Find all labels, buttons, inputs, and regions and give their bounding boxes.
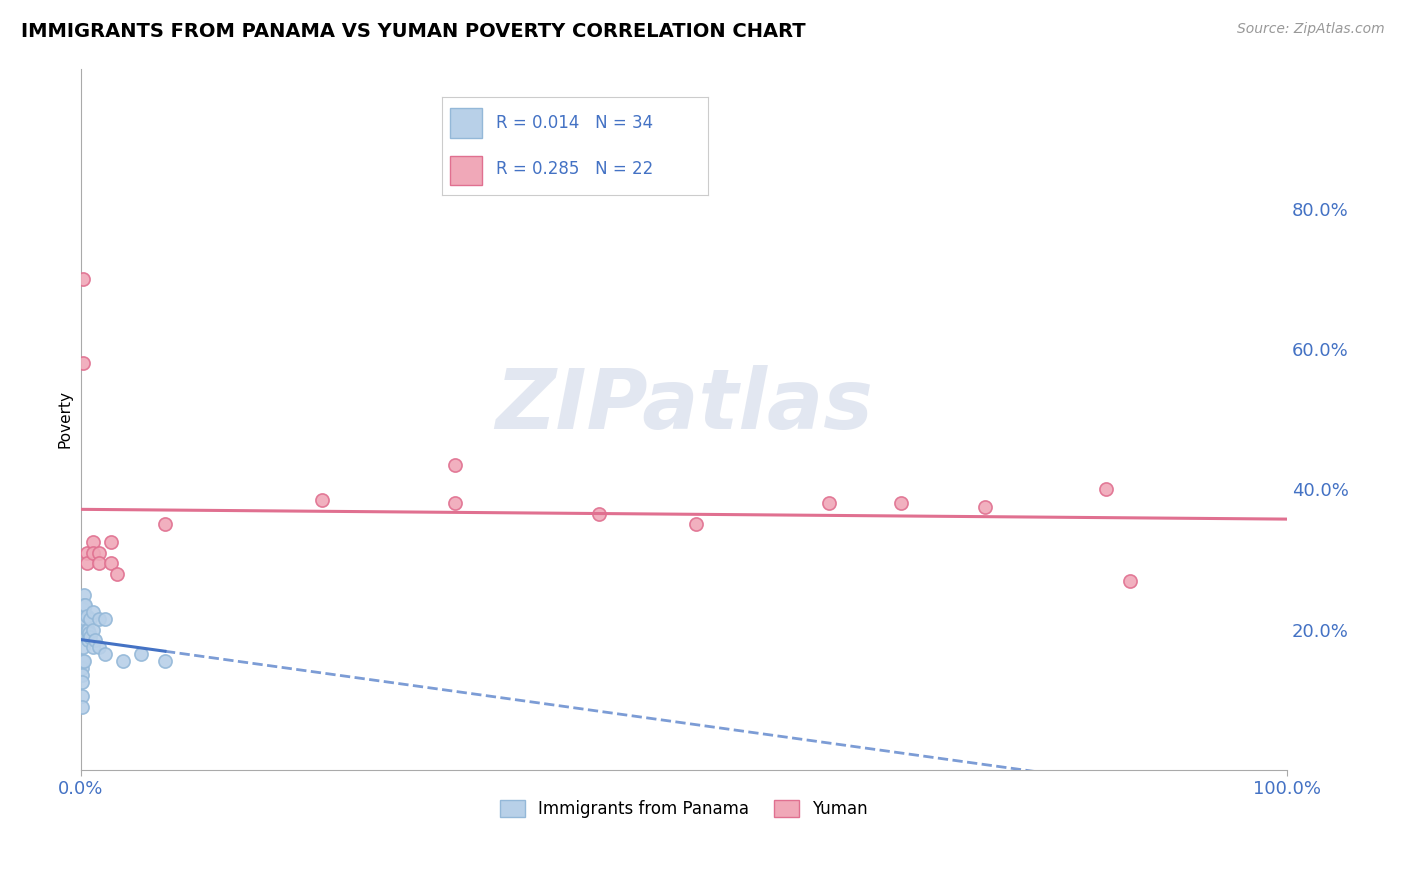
Point xyxy=(70,661,93,675)
Point xyxy=(153,654,176,668)
Point xyxy=(588,507,610,521)
Point xyxy=(73,598,96,612)
Point xyxy=(443,496,465,510)
Point xyxy=(93,647,115,661)
Point xyxy=(87,545,110,559)
Text: ZIPatlas: ZIPatlas xyxy=(495,365,873,446)
Point xyxy=(1095,483,1118,497)
Point xyxy=(311,492,333,507)
Point xyxy=(73,588,96,602)
Point xyxy=(1119,574,1142,588)
Point xyxy=(72,356,94,370)
Point xyxy=(73,654,96,668)
Point xyxy=(75,612,97,626)
Y-axis label: Poverty: Poverty xyxy=(58,391,72,449)
Point xyxy=(72,272,94,286)
Point xyxy=(79,612,101,626)
Point xyxy=(105,566,128,581)
Point xyxy=(76,633,98,648)
Legend: Immigrants from Panama, Yuman: Immigrants from Panama, Yuman xyxy=(494,793,875,825)
Point xyxy=(72,615,94,630)
Point xyxy=(100,535,122,549)
Point xyxy=(153,517,176,532)
Point xyxy=(72,630,94,644)
Point xyxy=(76,623,98,637)
Point xyxy=(817,496,839,510)
Point xyxy=(82,640,104,655)
Point xyxy=(443,458,465,472)
Point xyxy=(76,623,98,637)
Point xyxy=(84,633,107,648)
Text: Source: ZipAtlas.com: Source: ZipAtlas.com xyxy=(1237,22,1385,37)
Point xyxy=(77,626,100,640)
Point xyxy=(87,556,110,570)
Point xyxy=(82,535,104,549)
Point xyxy=(82,623,104,637)
Point xyxy=(72,640,94,655)
Point xyxy=(111,654,134,668)
Point xyxy=(70,668,93,682)
Point xyxy=(70,699,93,714)
Point xyxy=(890,496,912,510)
Point xyxy=(87,612,110,626)
Point xyxy=(685,517,707,532)
Point xyxy=(100,556,122,570)
Point xyxy=(70,654,93,668)
Point xyxy=(129,647,152,661)
Point xyxy=(76,608,98,623)
Text: IMMIGRANTS FROM PANAMA VS YUMAN POVERTY CORRELATION CHART: IMMIGRANTS FROM PANAMA VS YUMAN POVERTY … xyxy=(21,22,806,41)
Point xyxy=(82,605,104,619)
Point xyxy=(70,675,93,690)
Point xyxy=(79,630,101,644)
Point xyxy=(75,598,97,612)
Point xyxy=(70,690,93,704)
Point xyxy=(974,500,997,514)
Point xyxy=(76,556,98,570)
Point xyxy=(72,601,94,615)
Point xyxy=(87,640,110,655)
Point xyxy=(76,545,98,559)
Point xyxy=(82,545,104,559)
Point xyxy=(93,612,115,626)
Point xyxy=(72,654,94,668)
